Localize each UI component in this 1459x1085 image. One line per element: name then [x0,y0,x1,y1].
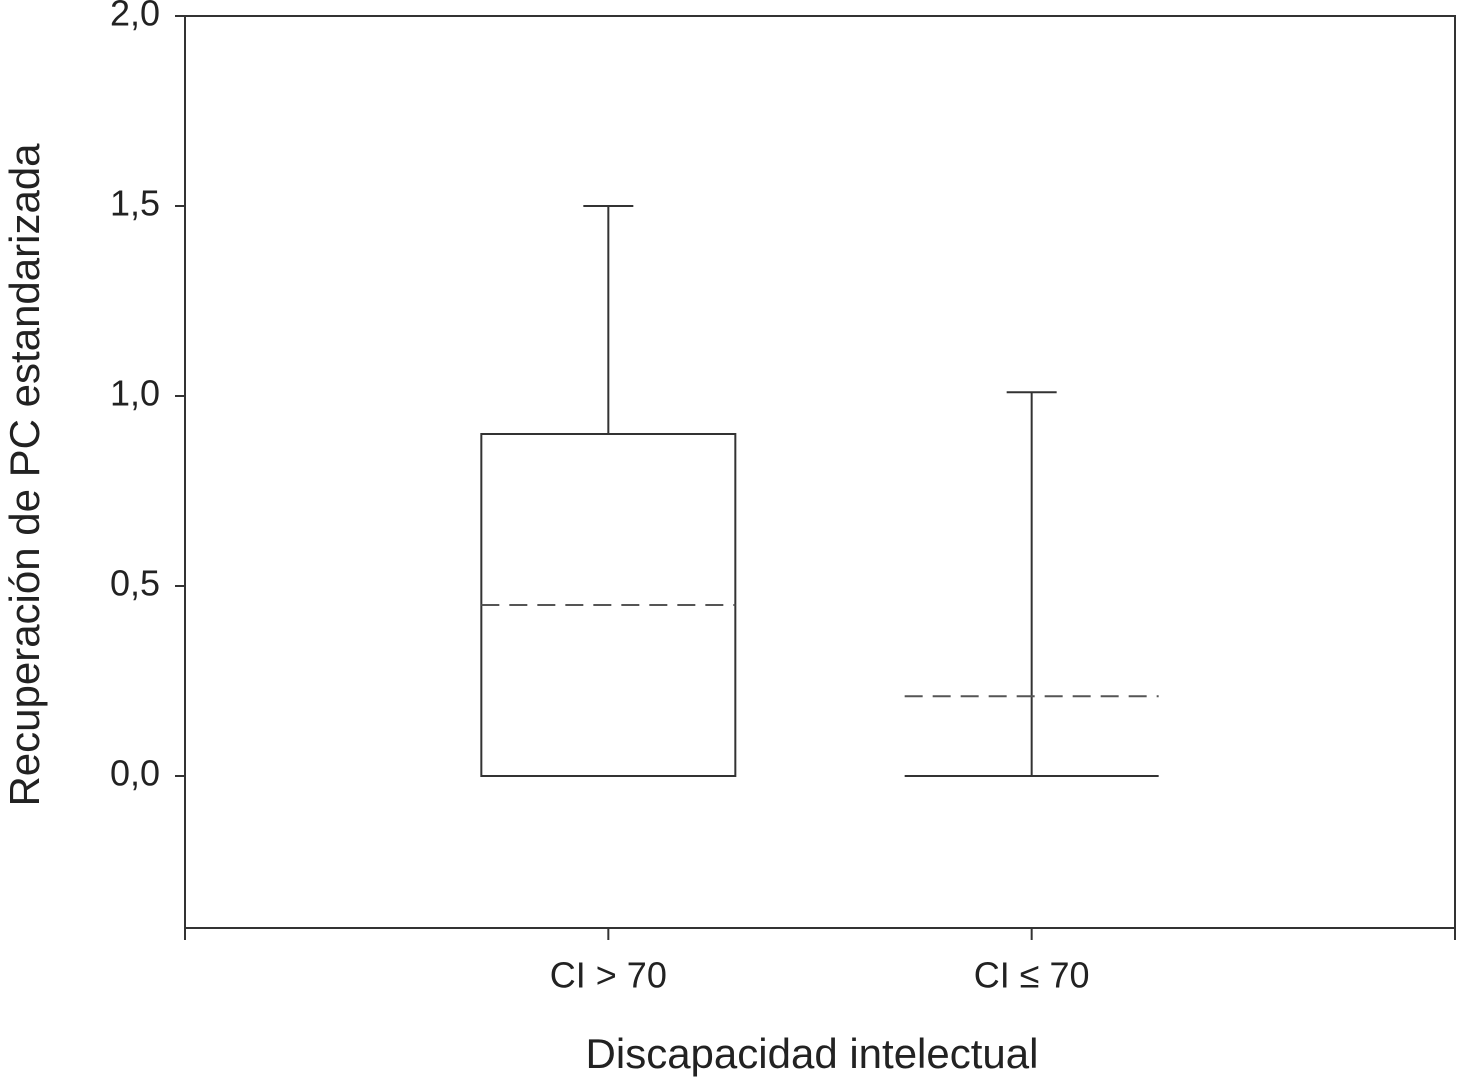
y-tick-label: 1,0 [110,373,160,414]
y-tick-label: 1,5 [110,183,160,224]
box [480,433,737,777]
x-tick-label: CI > 70 [550,955,667,996]
y-axis-label: Recuperación de PC estandarizada [1,143,48,807]
x-axis-label: Discapacidad intelectual [586,1030,1039,1077]
x-tick-label: CI ≤ 70 [974,955,1090,996]
plot-frame [184,15,1456,929]
y-tick-label: 0,0 [110,753,160,794]
y-tick-label: 0,5 [110,563,160,604]
y-tick-label: 2,0 [110,0,160,34]
